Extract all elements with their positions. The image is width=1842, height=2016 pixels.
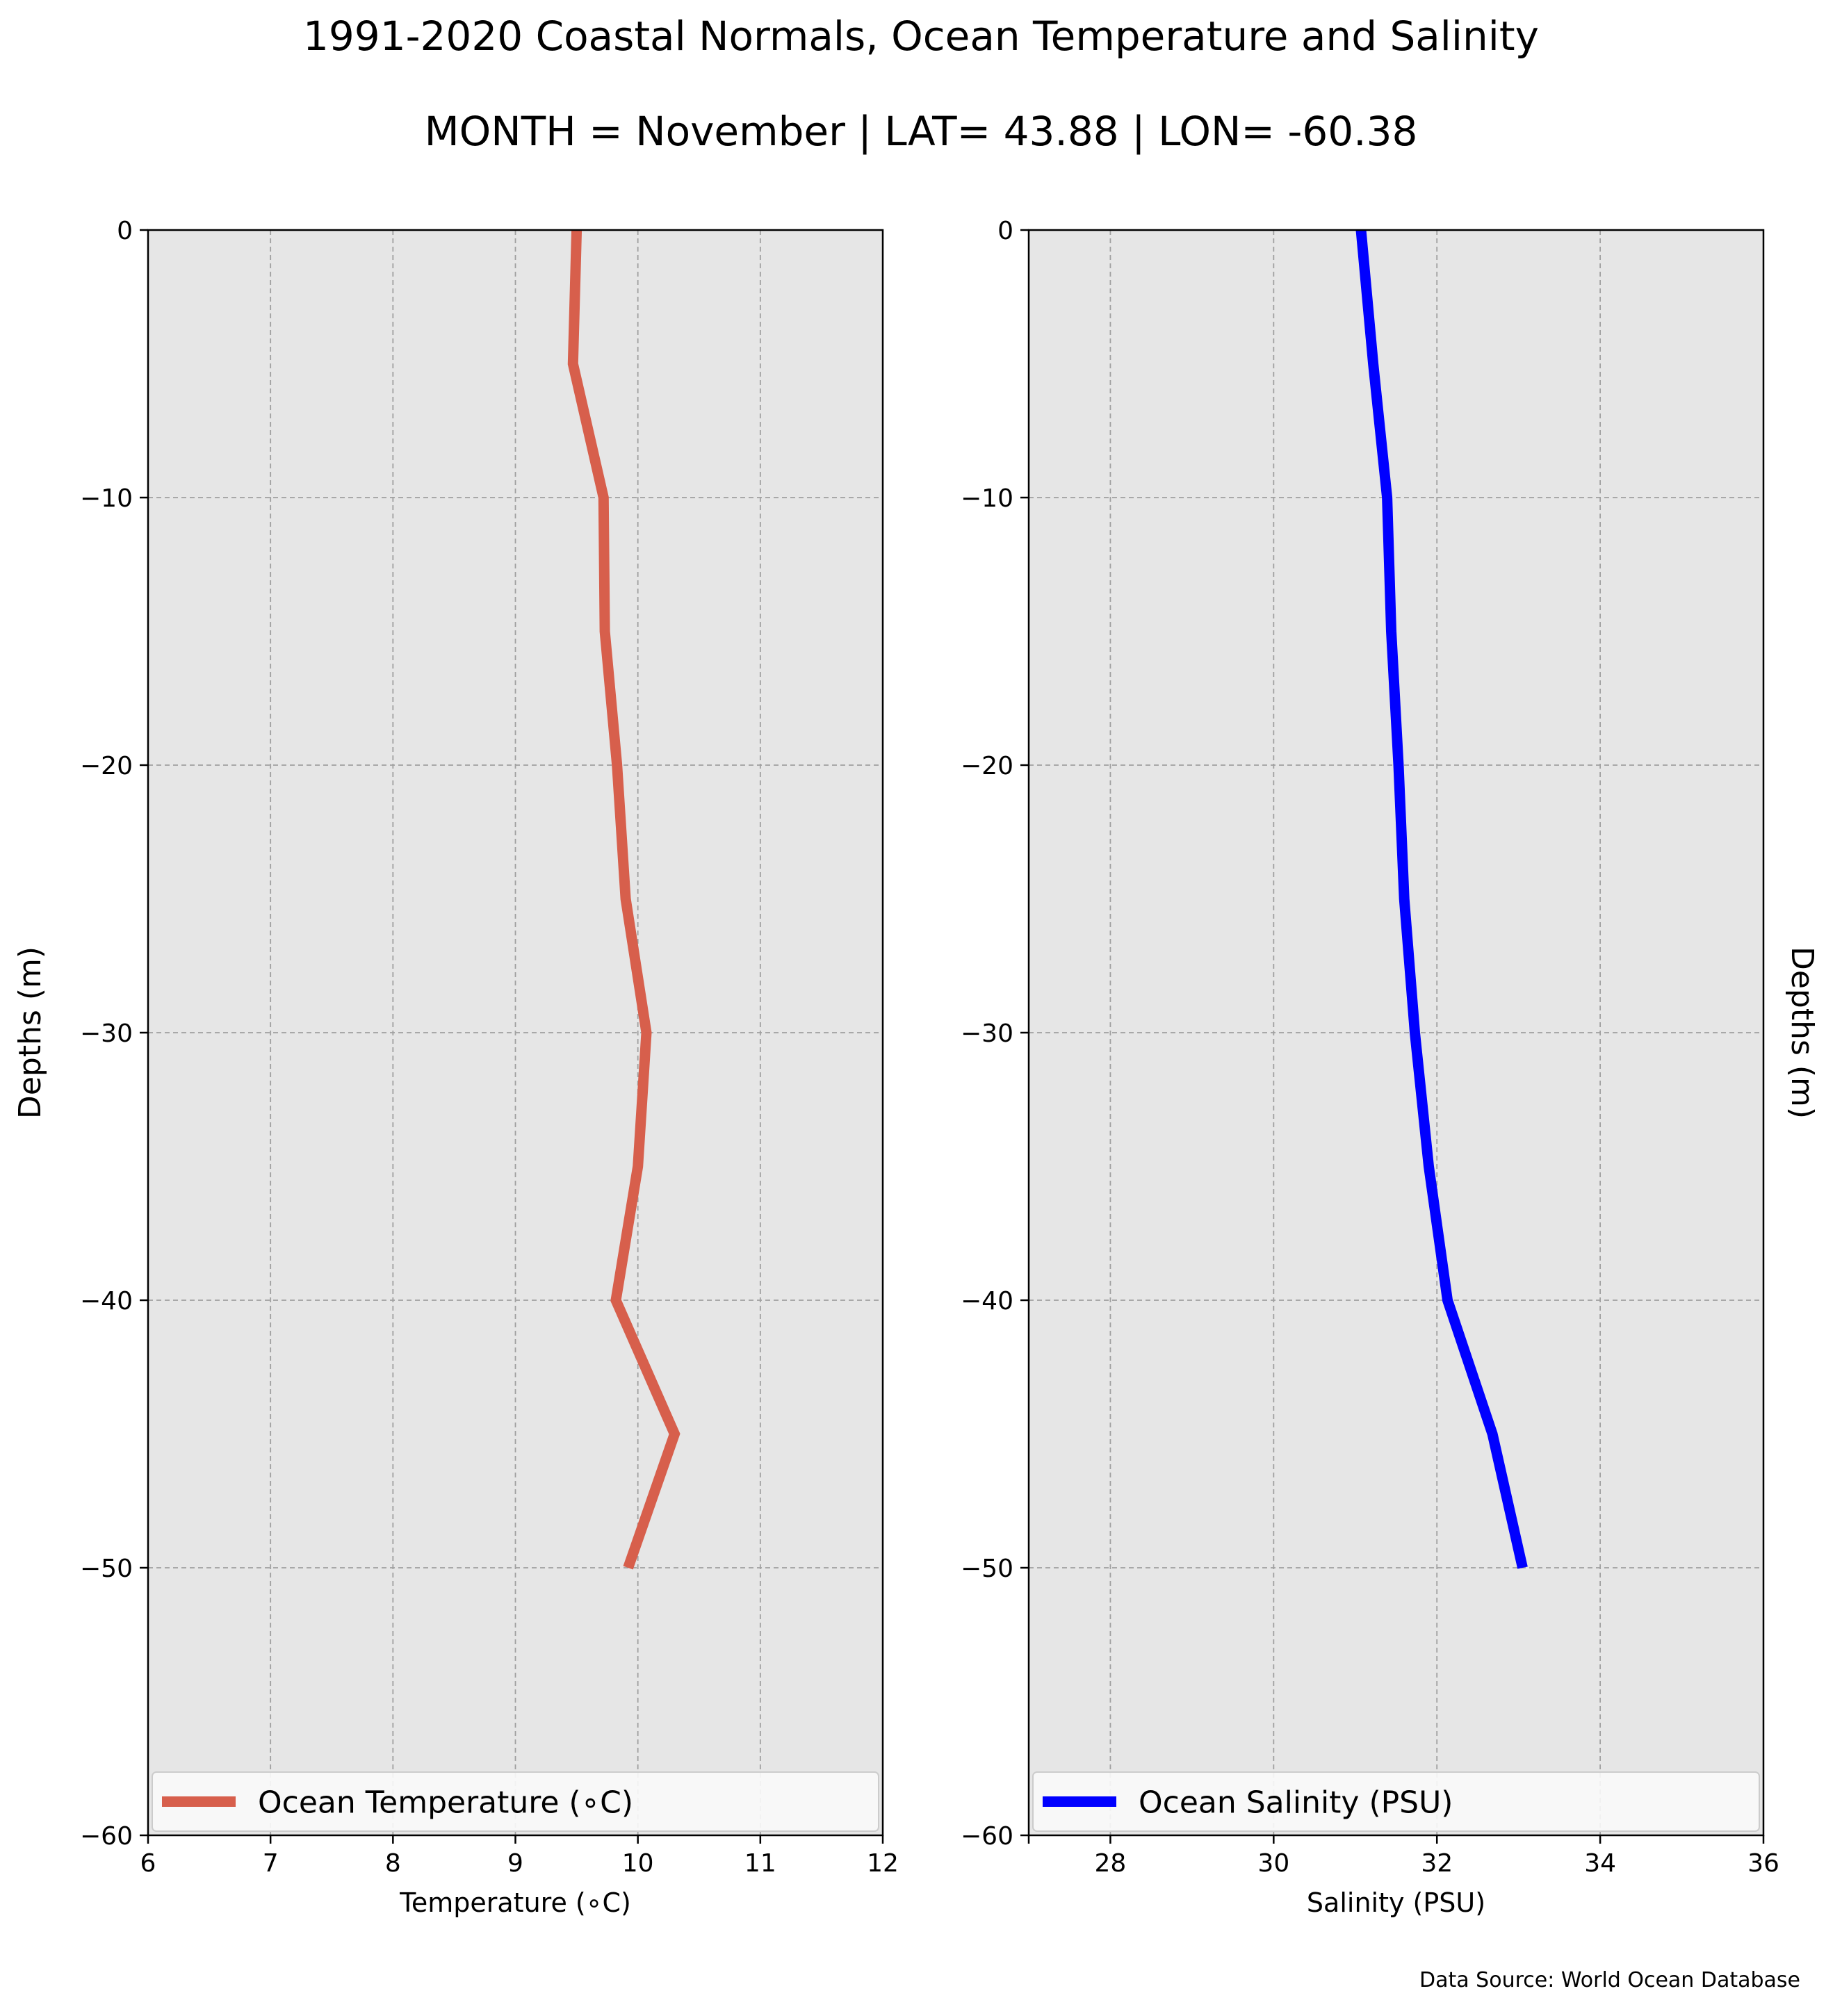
salinity-legend-box <box>1032 1771 1760 1832</box>
temperature-legend-label: Ocean Temperature (∘C) <box>258 1785 633 1821</box>
temperature-series-line <box>567 229 680 1570</box>
temperature-panel: 6 7 8 9 10 11 12 0 −10 −20 −30 −40 −50 −60 Temperature… <box>13 217 899 1918</box>
temperature-xtick-label: 10 <box>622 1849 654 1878</box>
temperature-xtick-label: 12 <box>867 1849 899 1878</box>
temperature-ytick-label: 0 <box>117 217 133 245</box>
temperature-ylabel: Depths (m) <box>13 946 48 1119</box>
temperature-xtick-label: 7 <box>263 1849 279 1878</box>
temperature-ytick-label: −40 <box>80 1287 133 1316</box>
salinity-ytick-label: −30 <box>961 1019 1013 1048</box>
salinity-ytick-label: −60 <box>961 1822 1013 1851</box>
temperature-legend: Ocean Temperature (∘C) <box>152 1771 879 1832</box>
salinity-ylabel: Depths (m) <box>1784 946 1820 1119</box>
temperature-ytick-label: −20 <box>80 752 133 780</box>
salinity-xtick-label: 30 <box>1257 1849 1289 1878</box>
temperature-xtick-label: 8 <box>385 1849 401 1878</box>
temperature-xtick-label: 6 <box>140 1849 156 1878</box>
salinity-ytick-label: −40 <box>961 1287 1013 1316</box>
salinity-ytick-label: −20 <box>961 752 1013 780</box>
temperature-xtick-label: 9 <box>507 1849 523 1878</box>
figure-title: 1991-2020 Coastal Normals, Ocean Tempera… <box>303 13 1539 60</box>
salinity-ytick-label: −10 <box>961 484 1013 513</box>
temperature-xlabel: Temperature (∘C) <box>399 1887 631 1918</box>
salinity-ytick-label: 0 <box>997 217 1013 245</box>
salinity-xlabel: Salinity (PSU) <box>1307 1887 1485 1918</box>
temperature-ytick-label: −10 <box>80 484 133 513</box>
salinity-xtick-label: 32 <box>1421 1849 1453 1878</box>
salinity-xtick-label: 34 <box>1584 1849 1616 1878</box>
temperature-legend-box <box>152 1771 879 1832</box>
salinity-legend-label: Ocean Salinity (PSU) <box>1139 1785 1453 1821</box>
data-source-note: Data Source: World Ocean Database <box>1419 1968 1800 1992</box>
salinity-ytick-label: −50 <box>961 1555 1013 1583</box>
salinity-panel: 28 30 32 34 36 0 −10 −20 −30 −40 −50 −60 Salinity (P… <box>961 217 1820 1918</box>
figure-subtitle: MONTH = November | LAT= 43.88 | LON= -60… <box>424 108 1418 155</box>
temperature-ytick-label: −60 <box>80 1822 133 1851</box>
temperature-xtick-label: 11 <box>744 1849 776 1878</box>
salinity-series-line <box>1355 229 1528 1569</box>
temperature-ytick-label: −30 <box>80 1019 133 1048</box>
salinity-legend: Ocean Salinity (PSU) <box>1032 1771 1760 1832</box>
salinity-xtick-label: 28 <box>1095 1849 1127 1878</box>
temperature-ytick-label: −50 <box>80 1555 133 1583</box>
salinity-xtick-label: 36 <box>1747 1849 1779 1878</box>
